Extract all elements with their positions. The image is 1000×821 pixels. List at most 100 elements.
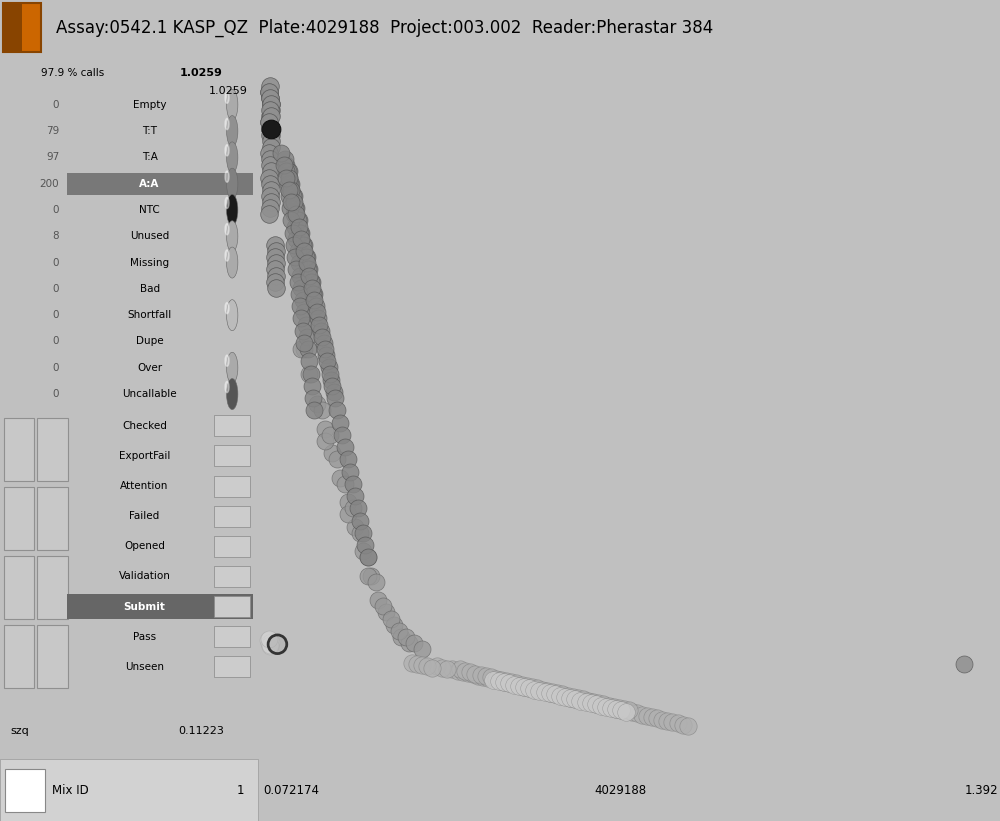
Point: [299, 330, 315, 343]
Point: [345, 477, 361, 490]
Point: [531, 684, 547, 697]
Point: [480, 672, 496, 685]
Bar: [37, 487, 68, 550]
Point: [263, 98, 279, 111]
Point: [583, 696, 599, 709]
Point: [572, 694, 588, 707]
Bar: [4, 418, 34, 481]
Point: [601, 699, 617, 712]
Point: [301, 355, 317, 368]
Circle shape: [227, 300, 238, 331]
Point: [301, 263, 317, 276]
Text: NTC: NTC: [139, 205, 160, 215]
Point: [260, 634, 276, 647]
Point: [308, 300, 324, 313]
Text: 1.0259: 1.0259: [209, 85, 248, 95]
Point: [345, 502, 361, 515]
Circle shape: [227, 142, 238, 173]
Point: [547, 687, 563, 700]
Point: [649, 712, 665, 725]
Point: [516, 681, 532, 694]
Point: [261, 116, 277, 129]
Point: [334, 429, 350, 442]
Point: [283, 183, 299, 196]
Point: [287, 220, 303, 233]
Point: [567, 693, 583, 706]
Point: [304, 282, 320, 295]
Point: [519, 679, 535, 692]
Point: [288, 232, 304, 245]
Point: [406, 636, 422, 649]
Point: [588, 698, 604, 711]
Point: [286, 195, 302, 209]
Point: [293, 226, 309, 239]
Point: [378, 606, 394, 619]
Bar: [37, 418, 68, 481]
Bar: [4, 556, 34, 619]
Text: 1: 1: [236, 784, 244, 796]
Point: [326, 385, 342, 398]
Circle shape: [227, 247, 238, 278]
Point: [593, 699, 609, 712]
Point: [262, 91, 278, 104]
Point: [603, 701, 619, 714]
Point: [547, 688, 563, 701]
Point: [485, 672, 501, 686]
Point: [554, 688, 570, 701]
Bar: [67, 594, 253, 619]
Text: Validation: Validation: [119, 571, 170, 581]
Point: [309, 397, 325, 410]
Point: [287, 250, 303, 264]
Point: [318, 349, 334, 362]
Point: [508, 677, 524, 690]
Text: Uncallable: Uncallable: [122, 389, 177, 399]
Bar: [37, 625, 68, 688]
Point: [263, 140, 279, 154]
Text: Failed: Failed: [129, 511, 160, 521]
Point: [340, 496, 356, 509]
Point: [314, 330, 330, 343]
Text: A:A: A:A: [139, 179, 160, 189]
Point: [680, 719, 696, 732]
Point: [283, 195, 299, 209]
Point: [296, 238, 312, 251]
Point: [565, 690, 581, 704]
Point: [314, 404, 330, 417]
Point: [262, 153, 278, 166]
Text: Over: Over: [137, 363, 162, 373]
Point: [292, 269, 308, 282]
Point: [276, 158, 292, 172]
Text: 0.11223: 0.11223: [178, 727, 224, 736]
Point: [296, 305, 312, 319]
Point: [262, 128, 278, 141]
Point: [277, 153, 293, 166]
Point: [347, 489, 363, 502]
Point: [664, 715, 680, 728]
Point: [401, 636, 417, 649]
Circle shape: [227, 116, 238, 147]
Point: [452, 663, 468, 676]
Point: [327, 392, 343, 405]
Point: [455, 665, 471, 678]
Point: [524, 681, 540, 694]
Point: [301, 367, 317, 380]
Point: [521, 681, 537, 695]
Text: Unused: Unused: [130, 232, 169, 241]
Point: [263, 110, 279, 123]
Point: [460, 667, 476, 680]
Point: [263, 98, 279, 111]
Point: [280, 177, 296, 190]
Point: [303, 367, 319, 380]
Point: [286, 238, 302, 251]
Point: [290, 275, 306, 288]
Text: 97: 97: [46, 153, 59, 163]
Point: [462, 666, 478, 679]
Point: [286, 208, 302, 221]
Point: [450, 664, 466, 677]
Point: [531, 684, 547, 697]
Point: [350, 502, 366, 515]
Point: [478, 670, 494, 683]
Point: [439, 663, 455, 676]
Point: [268, 269, 284, 282]
Point: [659, 714, 675, 727]
